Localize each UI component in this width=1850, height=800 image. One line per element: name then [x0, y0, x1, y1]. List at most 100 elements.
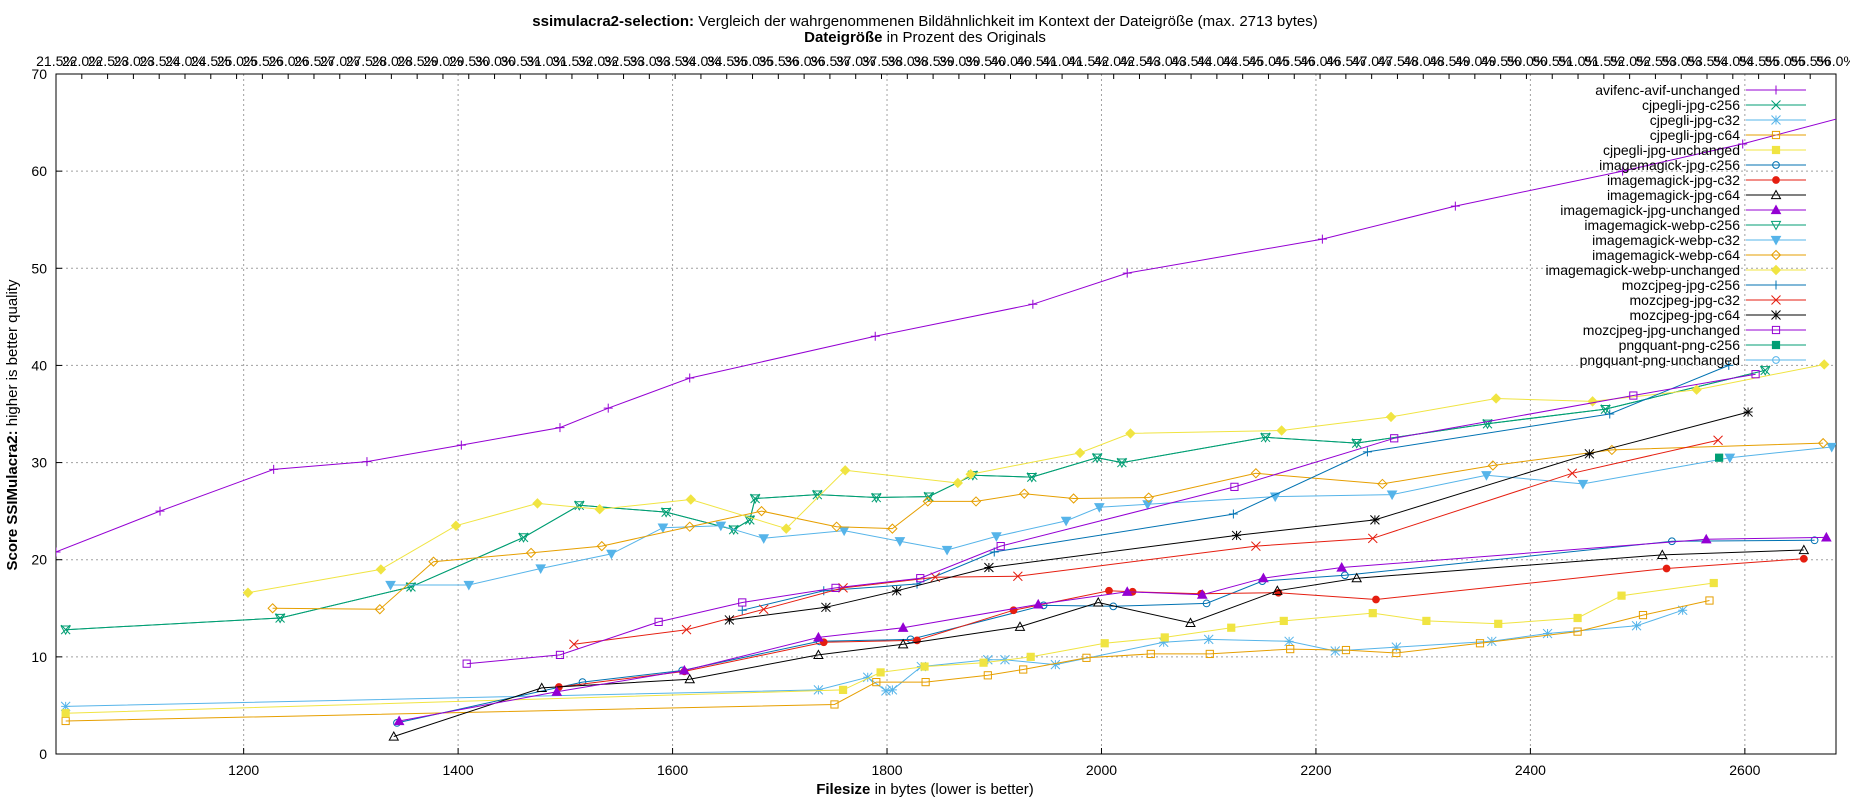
x2-tick-label: 38.0% [887, 53, 927, 69]
x2-tick-label: 24.0% [165, 53, 205, 69]
series-imagemagick-jpg-c32 [555, 554, 1808, 691]
legend-marker [1772, 176, 1780, 184]
y-tick-label: 60 [31, 163, 47, 179]
chart-subtitle-rest: in Prozent des Originals [882, 29, 1045, 46]
series-pngquant-png-c256 [1715, 453, 1724, 462]
data-point [1577, 479, 1589, 490]
data-point [596, 540, 608, 552]
legend-label: mozcjpeg-jpg-c256 [1622, 277, 1740, 293]
data-point [61, 709, 70, 718]
x2-tick-label: 45.5% [1274, 53, 1314, 69]
data-point [1629, 391, 1638, 400]
x2-tick-label: 43.5% [1171, 53, 1211, 69]
data-point [819, 586, 829, 596]
legend-label: mozcjpeg-jpg-unchanged [1583, 322, 1740, 338]
x-axis-label: Filesize in bytes (lower is better) [816, 781, 1034, 798]
x2-tick-label: 51.0% [1558, 53, 1598, 69]
series-line [558, 558, 1804, 688]
series-imagemagick-webp-c256 [60, 366, 1771, 636]
x2-tick-label: 26.0% [268, 53, 308, 69]
data-point [1482, 419, 1493, 430]
y-axis-label-bold: Score SSIMulacra2: [4, 430, 21, 570]
x2-tick-label: 23.5% [139, 53, 179, 69]
data-point [1759, 366, 1771, 376]
data-point [1662, 564, 1671, 573]
data-point [920, 662, 929, 671]
legend-marker [1770, 249, 1782, 261]
series-line [390, 446, 1832, 586]
x-axis-label-rest: in bytes (lower is better) [870, 781, 1033, 798]
x2-tick-label: 27.0% [320, 53, 360, 69]
x2-tick-label: 44.5% [1223, 53, 1263, 69]
data-point [983, 671, 992, 680]
data-point [881, 686, 891, 696]
x2-tick-label: 29.5% [449, 53, 489, 69]
data-point [897, 638, 909, 649]
data-point [1573, 627, 1582, 636]
data-point [1475, 639, 1485, 648]
data-point [724, 615, 735, 625]
data-point [1158, 637, 1169, 648]
series-mozcjpeg-jpg-c64 [724, 407, 1753, 625]
data-point [1250, 468, 1262, 479]
data-point [681, 624, 692, 635]
data-point [1276, 425, 1287, 436]
series-avifenc-avif-unchanged [56, 118, 1836, 557]
legend-label: imagemagick-jpg-c32 [1607, 172, 1740, 188]
data-point [1391, 642, 1402, 652]
data-point [1691, 384, 1702, 395]
data-point [970, 496, 982, 507]
x2-tick-label: 32.0% [578, 53, 618, 69]
data-point [1372, 595, 1380, 604]
series-imagemagick-webp-unchanged [242, 359, 1830, 598]
x2-tick-label: 46.5% [1326, 53, 1366, 69]
data-point [1091, 453, 1103, 464]
y-axis-label: Score SSIMulacra2: higher is better qual… [4, 279, 21, 570]
data-point [242, 587, 254, 598]
x2-tick-label: 42.5% [1120, 53, 1160, 69]
series-line [393, 549, 1804, 737]
data-point [60, 625, 72, 636]
legend-marker [1771, 340, 1781, 350]
series-cjpegli-jpg-unchanged [61, 578, 1718, 718]
x2-tick-label: 40.5% [1016, 53, 1056, 69]
data-point [269, 464, 279, 474]
series-imagemagick-jpg-unchanged [393, 531, 1832, 726]
legend-marker [1771, 310, 1781, 320]
x-tick-label: 2600 [1729, 762, 1760, 778]
data-point [1279, 616, 1288, 626]
series-line [65, 582, 1714, 714]
x2-tick-label: 41.0% [1042, 53, 1082, 69]
x2-tick-label: 21.5% [36, 53, 76, 69]
series-cjpegli-jpg-c256 [60, 365, 1771, 635]
data-point [870, 493, 882, 504]
legend-marker [1771, 85, 1781, 95]
legend-marker [1771, 295, 1781, 305]
data-point [1587, 396, 1598, 407]
x-tick-label: 2200 [1300, 762, 1331, 778]
legend-label: imagemagick-jpg-unchanged [1560, 202, 1740, 218]
x2-tick-label: 55.0% [1765, 53, 1805, 69]
legend-marker [1770, 220, 1782, 231]
x2-tick-label: 49.0% [1455, 53, 1495, 69]
x2-tick-label: 49.5% [1481, 53, 1521, 69]
x2-tick-label: 25.0% [217, 53, 257, 69]
x-axis-label-bold: Filesize [816, 781, 870, 798]
data-point [1631, 620, 1642, 631]
x2-tick-label: 52.0% [1610, 53, 1650, 69]
x2-tick-label: 28.0% [372, 53, 412, 69]
data-point [518, 533, 529, 543]
legend-marker [1770, 264, 1782, 276]
x2-tick-label: 38.5% [913, 53, 953, 69]
data-point [1370, 515, 1380, 525]
data-point [887, 523, 898, 534]
legend-label: imagemagick-webp-c64 [1592, 247, 1740, 263]
data-point [1377, 478, 1388, 490]
data-point [1638, 610, 1648, 620]
data-point [1386, 490, 1398, 501]
data-point [1050, 659, 1061, 670]
data-point [374, 604, 386, 615]
data-point [1760, 365, 1771, 376]
x2-tick-label: 35.0% [733, 53, 773, 69]
